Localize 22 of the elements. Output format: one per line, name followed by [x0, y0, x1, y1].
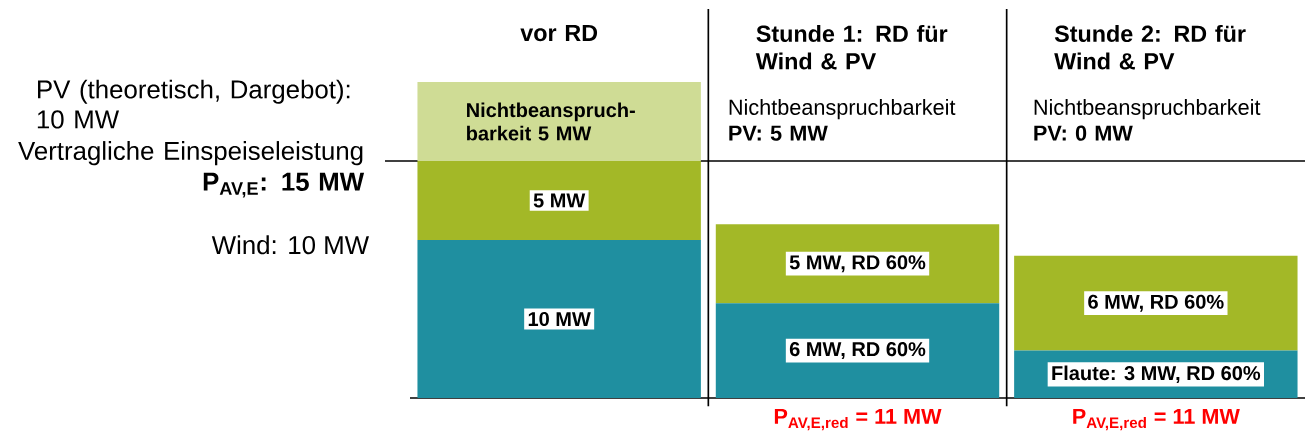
x-tick-label: Stunde 2: RD für Wind & PV	[1054, 24, 1246, 70]
bar	[417, 161, 701, 240]
annotation: Nichtbeanspruchbarkeit PV: 0 MW	[1034, 99, 1261, 141]
text: Wind: 10 MW	[211, 235, 369, 255]
data-label: 5 MW	[533, 193, 586, 208]
data-label: 6 MW, RD 60%	[789, 342, 926, 360]
bar	[715, 303, 1000, 398]
annotation: Nichtbeanspruchbarkeit PV: 5 MW	[729, 99, 956, 141]
x-tick-label: Stunde 1: RD für Wind & PV	[755, 24, 948, 70]
text: Vertragliche Einspeiseleistung P$_{AV,E}$: 15 MW	[18, 141, 365, 198]
data-label: 5 MW, RD 60%	[789, 255, 926, 273]
total-label: P$_{AV,E,red}$ = 11 MW	[1073, 408, 1240, 431]
data-label: 6 MW, RD 60%	[1088, 294, 1224, 312]
bar	[417, 240, 701, 398]
bar	[1014, 255, 1298, 351]
data-label: 10 MW	[528, 311, 591, 327]
total-label: P$_{AV,E,red}$ = 11 MW	[774, 408, 942, 431]
data-label: Flaute: 3 MW, RD 60%	[1052, 365, 1261, 384]
data-label: Nichtbeanspruch-barkeit 5 MW	[467, 102, 635, 141]
x-tick-label: vor RD	[520, 24, 598, 42]
bar	[417, 82, 701, 161]
text: PV (theoretisch, Dargebot): 10 MW	[37, 79, 350, 129]
